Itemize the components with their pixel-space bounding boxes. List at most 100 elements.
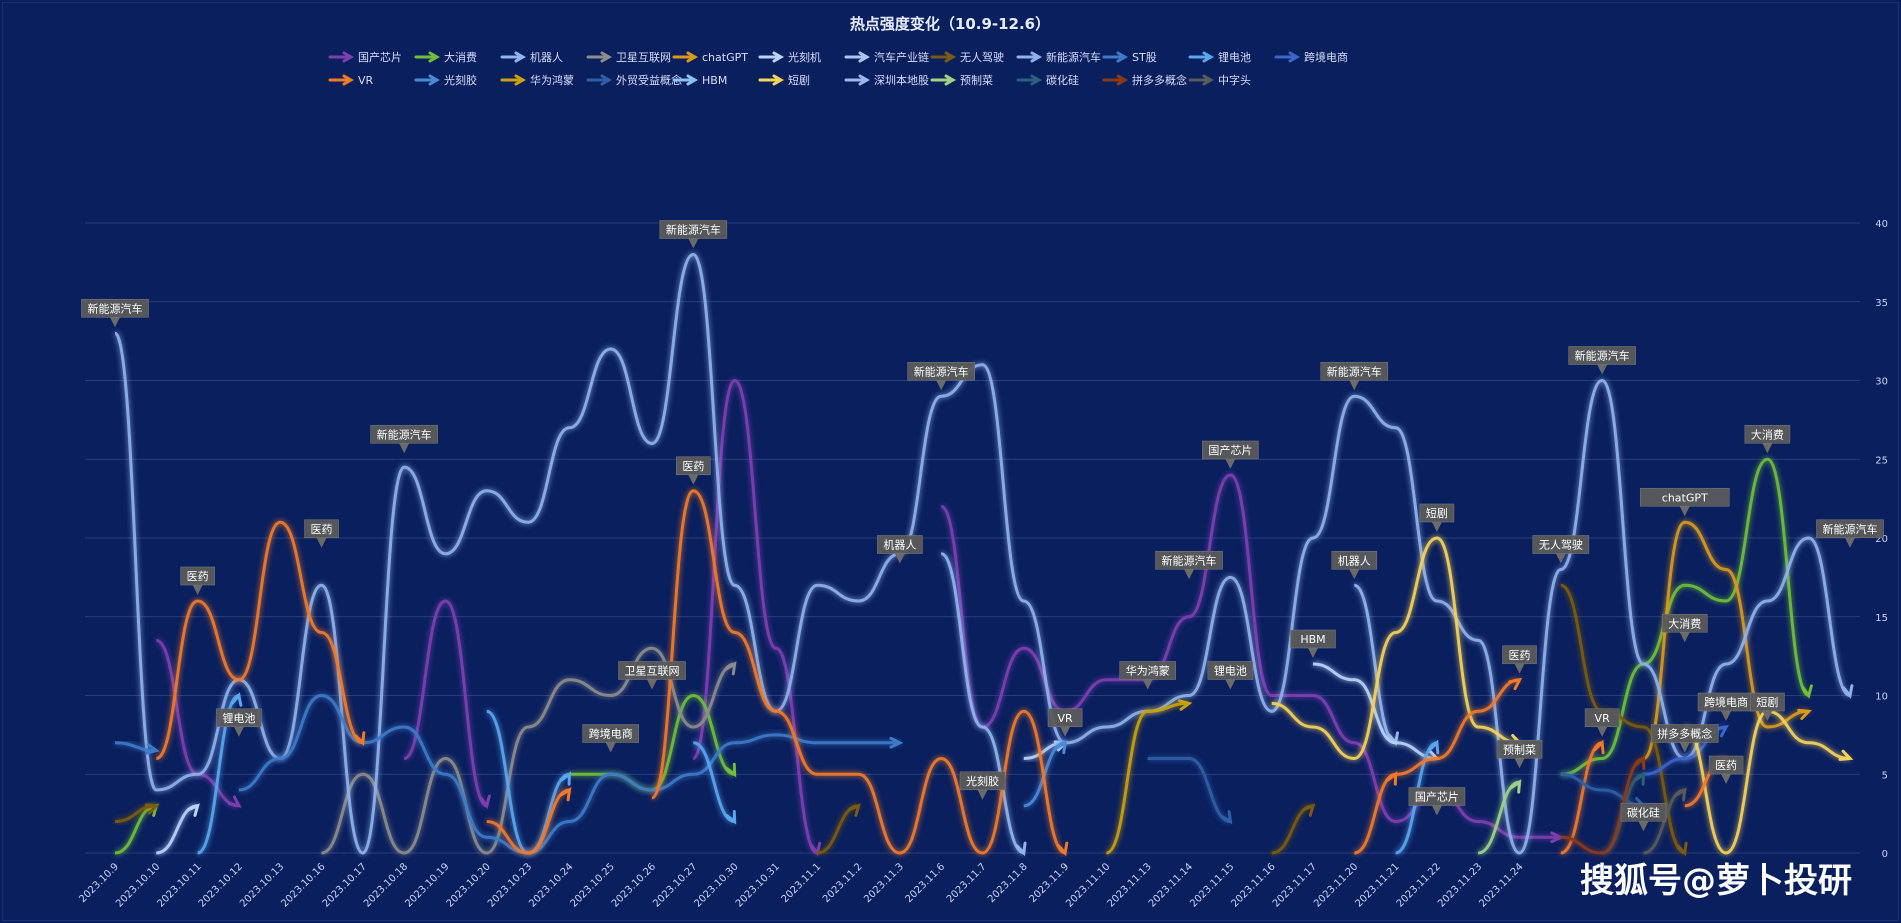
legend-swatch [1188,51,1215,63]
legend-swatch [500,74,527,86]
callout-box [1650,724,1719,743]
series-arrowhead [559,771,571,786]
series-arrowhead [230,692,243,707]
callout-box [1532,535,1590,554]
callout-box [1816,519,1884,539]
series-line [1271,536,1520,761]
series-arrowhead [847,803,861,817]
series-arrowhead [144,803,160,815]
legend-item: 深圳本地股 [844,73,929,87]
callout-pointer [1555,553,1566,564]
callout-label: 碳化硅 [1627,805,1660,819]
callout-pointer [233,726,244,737]
series-arrowhead [186,803,200,817]
series-arrowhead [1838,749,1854,761]
series-arrowhead [1509,779,1522,794]
legend-item: 新能源汽车 [1016,50,1101,64]
callout-label: 短剧 [1426,506,1448,520]
callout-pointer [1514,663,1525,674]
callout-box [1496,739,1543,759]
callout-label: VR [1595,712,1611,725]
series-arrowhead [1508,677,1523,691]
y-tick-label: 30 [1875,377,1888,388]
legend-swatch [1102,74,1129,86]
series-arrowhead [725,762,737,778]
x-tick-label: 2023.11.6 [904,861,948,905]
annotation-callout: 新能源汽车 [1568,346,1636,375]
annotation-callout: 大消费 [1661,613,1708,643]
series-line [238,693,900,855]
callout-label: 新能源汽车 [1162,553,1217,567]
series-arrowhead [1055,739,1067,755]
series-line [1684,709,1851,855]
y-tick-label: 20 [1875,534,1888,545]
series-line [940,473,1561,839]
callout-label: 跨境电商 [589,727,633,741]
callout-box [1419,503,1455,523]
legend-item: 机器人 [500,50,563,64]
legend-label: 锂电池 [1218,50,1251,64]
callout-label: 华为鸿蒙 [1126,664,1170,678]
legend-item: 国产芯片 [328,50,402,64]
x-tick-label: 2023.11.9 [1027,861,1071,905]
legend-label: 卫星互联网 [616,51,671,64]
series-arrowhead [1220,810,1233,825]
legend-label: chatGPT [702,51,748,64]
series-line [1395,678,1520,776]
callout-label: 拼多多概念 [1657,727,1712,741]
annotation-callout: 医药 [304,519,339,548]
series-line [486,788,570,855]
legend-label: 拼多多概念 [1132,73,1187,87]
annotation-callout: 新能源汽车 [907,361,975,391]
series-arrowhead [1593,739,1605,755]
callout-pointer [1679,742,1690,753]
callout-label: 新能源汽车 [666,223,721,237]
callout-box [877,535,923,554]
callout-pointer [1597,726,1608,737]
callout-label: 新能源汽车 [88,301,143,315]
x-tick-label: 2023.10.31 [734,861,782,909]
legend-swatch [1188,74,1215,86]
callout-label: 跨境电商 [1704,695,1748,709]
legend-label: 外贸受益概念 [616,73,682,87]
legend-label: 预制菜 [960,74,993,87]
legend-item: 无人驾驶 [930,50,1004,64]
callout-label: 医药 [311,523,333,536]
legend-label: 光刻机 [788,50,821,64]
y-tick-label: 15 [1875,613,1888,624]
legend-item: ST股 [1102,51,1157,64]
y-tick-label: 40 [1875,219,1888,230]
callout-label: 医药 [1509,649,1531,662]
legend-item: 卫星互联网 [586,51,671,64]
callout-label: 机器人 [883,538,916,552]
callout-label: 新能源汽车 [1823,522,1878,536]
callout-box [1568,346,1636,365]
annotation-callout: 机器人 [877,535,923,564]
callout-box [1661,613,1708,633]
series-arrowhead [1634,755,1646,770]
legend-label: 跨境电商 [1304,50,1348,64]
callout-pointer [316,537,327,548]
callout-box [959,771,1006,791]
callout-label: 医药 [187,570,209,583]
annotation-callout: 光刻胶 [959,771,1006,800]
series-line [1353,583,1397,745]
callout-label: 医药 [682,460,704,473]
callout-pointer [192,585,203,595]
callout-pointer [1142,679,1153,690]
callout-box [1202,440,1259,460]
legend-label: ST股 [1132,51,1157,64]
series-arrowhead [1633,771,1646,786]
annotation-callout: 国产芯片 [1408,787,1466,816]
callout-pointer [1349,569,1360,580]
y-tick-label: 0 [1882,849,1888,860]
series-line [1312,662,1437,760]
annotation-callout: 机器人 [1331,550,1378,580]
callout-pointer [1638,821,1649,832]
legend-label: 大消费 [444,50,477,64]
callout-pointer [894,553,905,564]
legend-swatch [586,74,613,86]
legend-item: 跨境电商 [1274,50,1348,64]
callout-box [659,220,728,239]
